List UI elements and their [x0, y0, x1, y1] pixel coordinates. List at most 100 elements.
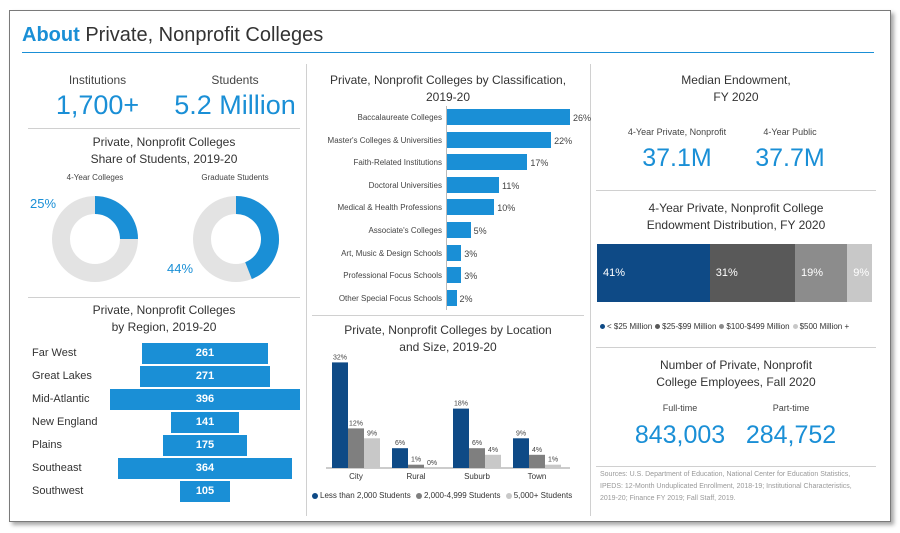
classification-axis	[446, 106, 447, 310]
classification-bar-baccalaureate-colleges	[447, 109, 570, 125]
classification-value-associate-s-colleges: 5%	[473, 226, 487, 236]
distribution-heading: 4-Year Private, Nonprofit College Endowme…	[596, 200, 876, 234]
classification-bar-other-special-focus-schools	[447, 289, 457, 306]
title-rest: Private, Nonprofit Colleges	[79, 24, 324, 46]
distribution-legend-25-99-million: $25-$99 Million	[655, 322, 716, 331]
location-value-town-s1: 4%	[532, 447, 542, 454]
distribution-segment-100-499-million: 19%	[795, 244, 848, 302]
region-label-mid-atlantic: Mid-Atlantic	[32, 393, 90, 405]
distribution-segment-25-million: 41%	[597, 244, 710, 302]
region-heading-line2: by Region, 2019-20	[111, 320, 217, 334]
divider-stats	[28, 128, 300, 129]
sources-note: Sources: U.S. Department of Education, N…	[600, 469, 870, 505]
column-divider-left	[306, 64, 307, 516]
classification-value-faith-related-institutions: 17%	[530, 158, 549, 169]
location-bar-city-s2	[364, 438, 380, 468]
region-label-plains: Plains	[32, 439, 62, 451]
region-bar-plains: 175	[163, 435, 247, 456]
divider-endowment	[596, 190, 876, 191]
distribution-segment-25-99-million: 31%	[709, 244, 796, 302]
endowment-public-value: 37.7M	[755, 144, 825, 172]
classification-heading: Private, Nonprofit Colleges by Classific…	[312, 72, 584, 106]
donut1-arc	[94, 196, 138, 240]
employees-heading: Number of Private, Nonprofit College Empl…	[596, 357, 876, 391]
distribution-legend-label-500-million: $500 Million +	[799, 322, 850, 331]
distribution-legend-25-million: < $25 Million	[600, 322, 652, 331]
classification-value-baccalaureate-colleges: 26%	[573, 113, 592, 123]
distribution-legend: < $25 Million $25-$99 Million $100-$499 Mi…	[600, 322, 875, 331]
location-value-city-s2: 9%	[367, 430, 377, 437]
endowment-heading-line1: Median Endowment,	[681, 73, 791, 87]
donut2-value: 44%	[167, 261, 194, 276]
region-bar-southwest: 105	[179, 481, 231, 502]
classification-bar-doctoral-universities	[447, 176, 499, 193]
share-heading-line2: Share of Students, 2019-20	[90, 152, 238, 166]
divider-distribution	[596, 347, 876, 348]
location-heading: Private, Nonprofit Colleges by Location a…	[312, 322, 584, 356]
location-category-suburb: Suburb	[464, 472, 490, 481]
location-chart: 32% 12% 9% City 6% 1% 0%Rural 18% 6% 4% Suburb 9% 4%…	[326, 354, 570, 481]
location-value-city-s1: 12%	[349, 420, 363, 427]
legend-dot-small	[312, 492, 318, 499]
share-heading: Private, Nonprofit Colleges Share of Stud…	[28, 134, 300, 168]
location-category-city: City	[349, 472, 363, 481]
location-category-town: Town	[528, 472, 547, 481]
classification-label-doctoral-universities: Doctoral Universities	[368, 180, 442, 190]
distribution-heading-line2: Endowment Distribution, FY 2020	[646, 218, 826, 232]
classification-label-master-s-colleges-universities: Master's Colleges & Universities	[327, 135, 442, 145]
divider-classification	[312, 315, 584, 316]
parttime-value: 284,752	[745, 421, 837, 449]
classification-label-medical-health-professions: Medical & Health Professions	[337, 203, 443, 213]
location-value-rural-s0: 6%	[395, 440, 405, 447]
location-value-town-s0: 9%	[516, 430, 526, 437]
classification-bar-art-music-design-schools	[447, 244, 462, 261]
distribution-legend-dot-25-million	[600, 324, 605, 330]
distribution-legend-dot-100-499-million	[719, 324, 725, 330]
classification-heading-line2: 2019-20	[425, 90, 471, 104]
region-bar-new-england: 141	[171, 412, 239, 433]
institutions-value: 1,700+	[55, 90, 140, 120]
endowment-public-label: 4-Year Public	[763, 127, 817, 137]
region-label-southeast: Southeast	[32, 462, 82, 474]
location-bar-city-s1	[348, 428, 364, 468]
location-bar-rural-s0	[392, 448, 408, 468]
legend-item-medium: 2,000-4,999 Students	[415, 491, 501, 500]
location-value-town-s2: 1%	[548, 457, 558, 464]
distribution-legend-label-25-99-million: $25-$99 Million	[662, 322, 717, 331]
fulltime-value: 843,003	[634, 421, 726, 449]
classification-bar-faith-related-institutions	[447, 154, 528, 171]
employees-heading-line2: College Employees, Fall 2020	[656, 375, 816, 389]
donut1-chart	[52, 196, 138, 282]
legend-label-medium: 2,000-4,999 Students	[423, 491, 501, 500]
location-heading-line2: and Size, 2019-20	[399, 340, 497, 354]
classification-value-master-s-colleges-universities: 22%	[554, 135, 573, 146]
students-label: Students	[211, 73, 259, 87]
divider-share	[28, 297, 300, 298]
region-bar-mid-atlantic: 396	[110, 389, 300, 410]
legend-label-small: Less than 2,000 Students	[320, 491, 411, 500]
students-value: 5.2 Million	[174, 90, 296, 120]
classification-label-associate-s-colleges: Associate's Colleges	[368, 226, 442, 235]
donut2-arc	[235, 196, 279, 279]
classification-value-doctoral-universities: 11%	[502, 180, 520, 191]
location-bar-suburb-s0	[453, 408, 469, 468]
location-value-suburb-s1: 6%	[472, 440, 482, 447]
legend-dot-medium	[415, 492, 422, 499]
classification-label-faith-related-institutions: Faith-Related Institutions	[353, 158, 443, 168]
location-bar-city-s0	[332, 362, 348, 468]
legend-item-small: Less than 2,000 Students	[312, 491, 411, 500]
location-bar-town-s2	[545, 464, 561, 468]
distribution-legend-dot-500-million	[792, 324, 798, 330]
region-label-southwest: Southwest	[32, 485, 84, 497]
sources-line2: IPEDS: 12-Month Unduplicated Enrollment,…	[600, 483, 852, 490]
employees-heading-line1: Number of Private, Nonprofit	[659, 358, 813, 372]
legend-label-large: 5,000+ Students	[513, 491, 573, 500]
distribution-legend-100-499-million: $100-$499 Million	[719, 322, 790, 331]
distribution-bar: 41% 31% 19% 9%	[597, 244, 873, 302]
location-bar-suburb-s1	[469, 448, 485, 468]
donut1-label: 4-Year Colleges	[66, 173, 124, 182]
classification-value-other-special-focus-schools: 2%	[459, 293, 473, 304]
classification-bar-medical-health-professions	[447, 199, 495, 216]
region-label-new-england: New England	[32, 416, 98, 428]
column-divider-right	[590, 64, 591, 516]
